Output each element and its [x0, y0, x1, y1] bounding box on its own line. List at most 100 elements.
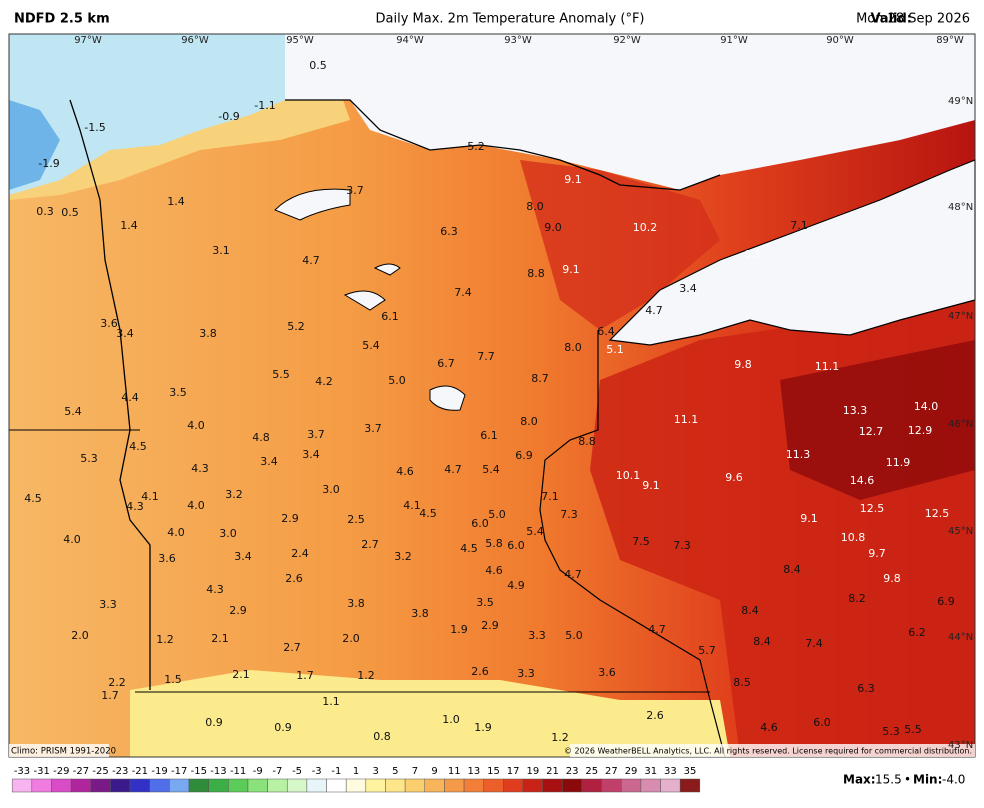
- point-value: 3.5: [476, 596, 494, 609]
- longitude-label: 89°W: [936, 35, 964, 46]
- point-value: 1.7: [296, 669, 314, 682]
- point-value: 4.0: [167, 526, 185, 539]
- point-value: 3.0: [219, 527, 237, 540]
- legend-swatch: [404, 778, 426, 793]
- point-value: 3.3: [517, 667, 535, 680]
- legend-tick-label: -13: [210, 766, 226, 777]
- legend-tick-label: 17: [507, 766, 520, 777]
- point-value: 2.1: [232, 668, 250, 681]
- point-value: 5.3: [80, 452, 98, 465]
- point-value: 4.8: [252, 431, 270, 444]
- point-value: 4.3: [191, 462, 209, 475]
- legend-swatch: [169, 778, 190, 793]
- legend-swatch: [345, 778, 367, 793]
- field-hottest: [780, 340, 975, 500]
- point-value: 1.5: [164, 673, 182, 686]
- point-value: 2.9: [229, 604, 247, 617]
- point-value: 4.7: [564, 568, 582, 581]
- legend-tick-label: -9: [253, 766, 263, 777]
- legend-tick-label: -11: [230, 766, 246, 777]
- point-value: 3.6: [598, 666, 616, 679]
- point-value: 9.6: [725, 471, 743, 484]
- point-value: 4.0: [187, 419, 205, 432]
- legend-tick-label: -1: [331, 766, 341, 777]
- point-value: 9.1: [564, 173, 582, 186]
- copyright: © 2026 WeatherBELL Analytics, LLC. All r…: [564, 747, 972, 756]
- max-label: Max:: [843, 773, 876, 787]
- legend-tick-label: -19: [151, 766, 167, 777]
- point-value: 3.4: [679, 282, 697, 295]
- legend-tick-label: -17: [171, 766, 187, 777]
- point-value: 3.1: [212, 244, 230, 257]
- point-value: 10.1: [616, 469, 641, 482]
- legend-swatch: [129, 778, 150, 793]
- point-value: 3.5: [169, 386, 187, 399]
- legend-swatch: [306, 778, 327, 793]
- climo-bg: [9, 744, 109, 757]
- latitude-label: 49°N: [948, 96, 973, 107]
- point-value: 2.6: [285, 572, 303, 585]
- point-value: 2.9: [281, 512, 299, 525]
- map-frame: [8, 33, 976, 758]
- point-value: 8.4: [741, 604, 759, 617]
- legend-swatch: [188, 778, 209, 793]
- point-value: 4.7: [302, 254, 320, 267]
- point-value: 5.7: [698, 644, 716, 657]
- point-value: 3.4: [302, 448, 320, 461]
- point-value: 2.2: [108, 676, 126, 689]
- point-value: 5.0: [488, 508, 506, 521]
- point-value: -1.5: [84, 121, 105, 134]
- legend-swatch: [110, 778, 131, 793]
- valid-date: Mon 28 Sep 2026: [856, 12, 970, 27]
- copyright-bg: [570, 744, 975, 757]
- point-value: 9.8: [734, 358, 752, 371]
- point-value: 11.9: [886, 456, 911, 469]
- legend-swatch: [11, 778, 33, 793]
- point-value: 3.3: [99, 598, 117, 611]
- legend-swatch: [247, 778, 268, 793]
- point-value: 1.0: [442, 713, 460, 726]
- point-value: 13.3: [843, 404, 868, 417]
- valid-label: Valid:: [870, 12, 912, 27]
- legend-swatch: [679, 778, 701, 793]
- min: -4.0: [942, 773, 965, 787]
- point-value: 6.0: [813, 716, 831, 729]
- point-value: 5.0: [565, 629, 583, 642]
- point-value: 4.7: [648, 623, 666, 636]
- point-value: 1.1: [322, 695, 340, 708]
- longitude-label: 95°W: [286, 35, 314, 46]
- longitude-label: 93°W: [504, 35, 532, 46]
- point-value: 2.6: [646, 709, 664, 722]
- title: Daily Max. 2m Temperature Anomaly (°F): [376, 12, 645, 27]
- legend-swatch: [463, 778, 484, 793]
- point-value: 5.5: [904, 723, 922, 736]
- border: [285, 99, 721, 191]
- point-value: 3.8: [199, 327, 217, 340]
- point-value: 4.7: [645, 304, 663, 317]
- point-value: 4.4: [121, 391, 139, 404]
- legend-tick-label: 3: [372, 766, 378, 777]
- legend-swatch: [562, 778, 583, 793]
- point-value: 4.9: [507, 579, 525, 592]
- point-value: 5.4: [64, 405, 82, 418]
- point-value: 10.8: [841, 531, 866, 544]
- point-value: 5.5: [272, 368, 290, 381]
- legend-tick-label: 23: [566, 766, 579, 777]
- point-value: 1.2: [551, 731, 569, 744]
- border: [69, 99, 151, 690]
- legend-tick-label: -5: [292, 766, 302, 777]
- legend-swatch: [149, 778, 170, 793]
- point-value: 12.5: [925, 507, 950, 520]
- point-value: 6.1: [381, 310, 399, 323]
- point-value: 4.5: [24, 492, 42, 505]
- latitude-label: 45°N: [948, 526, 973, 537]
- point-value: 3.6: [100, 317, 118, 330]
- point-value: 2.4: [291, 547, 309, 560]
- point-value: 0.9: [274, 721, 292, 734]
- point-value: 8.4: [783, 563, 801, 576]
- legend-swatch: [522, 778, 543, 793]
- latitude-label: 44°N: [948, 632, 973, 643]
- point-value: 5.1: [606, 343, 624, 356]
- point-value: 2.1: [211, 632, 229, 645]
- point-value: 3.4: [116, 327, 134, 340]
